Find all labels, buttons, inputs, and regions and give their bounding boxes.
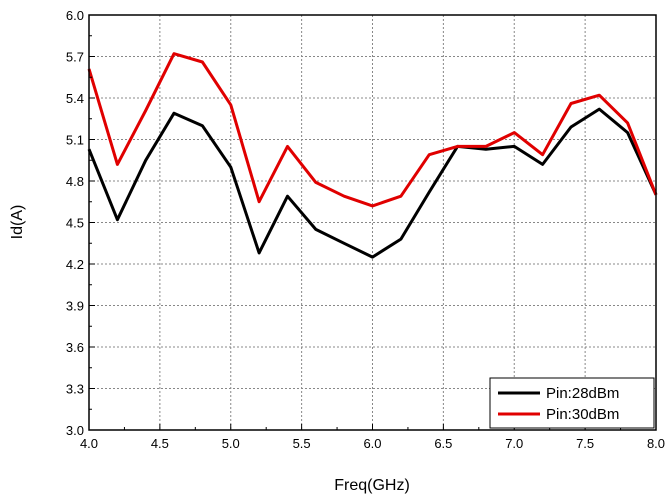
y-tick-label: 6.0 bbox=[66, 8, 84, 23]
x-tick-label: 7.5 bbox=[576, 436, 594, 451]
y-tick-label: 5.4 bbox=[66, 91, 84, 106]
y-axis-title: Id(A) bbox=[9, 205, 26, 240]
legend-box bbox=[489, 377, 655, 429]
grid bbox=[89, 15, 656, 430]
x-tick-label: 8.0 bbox=[647, 436, 665, 451]
y-tick-label: 3.6 bbox=[66, 340, 84, 355]
y-tick-label: 5.1 bbox=[66, 133, 84, 148]
x-tick-label: 6.0 bbox=[363, 436, 381, 451]
legend: Pin:28dBm Pin:30dBm bbox=[489, 377, 655, 429]
y-tick-label: 4.8 bbox=[66, 174, 84, 189]
y-tick-label: 3.9 bbox=[66, 299, 84, 314]
x-axis-title: Freq(GHz) bbox=[334, 477, 410, 494]
y-tick-label: 3.0 bbox=[66, 423, 84, 438]
x-tick-label: 5.5 bbox=[293, 436, 311, 451]
legend-label-pin-30dbm: Pin:30dBm bbox=[546, 406, 619, 423]
x-axis-ticks: 4.0 4.5 5.0 5.5 6.0 6.5 7.0 7.5 8.0 bbox=[80, 424, 665, 451]
x-tick-label: 6.5 bbox=[434, 436, 452, 451]
x-tick-label: 4.5 bbox=[151, 436, 169, 451]
y-tick-label: 4.2 bbox=[66, 257, 84, 272]
x-tick-label: 7.0 bbox=[505, 436, 523, 451]
series-line-1 bbox=[87, 52, 658, 208]
x-tick-label: 4.0 bbox=[80, 436, 98, 451]
y-tick-label: 4.5 bbox=[66, 216, 84, 231]
y-axis-ticks: 3.0 3.3 3.6 3.9 4.2 4.5 4.8 5.1 5.4 5.7 6.0 bbox=[66, 8, 95, 438]
y-tick-label: 5.7 bbox=[66, 50, 84, 65]
y-tick-label: 3.3 bbox=[66, 382, 84, 397]
x-tick-label: 5.0 bbox=[222, 436, 240, 451]
series-line-0 bbox=[87, 107, 658, 259]
legend-label-pin-28dbm: Pin:28dBm bbox=[546, 385, 619, 402]
series-lines bbox=[87, 52, 658, 259]
